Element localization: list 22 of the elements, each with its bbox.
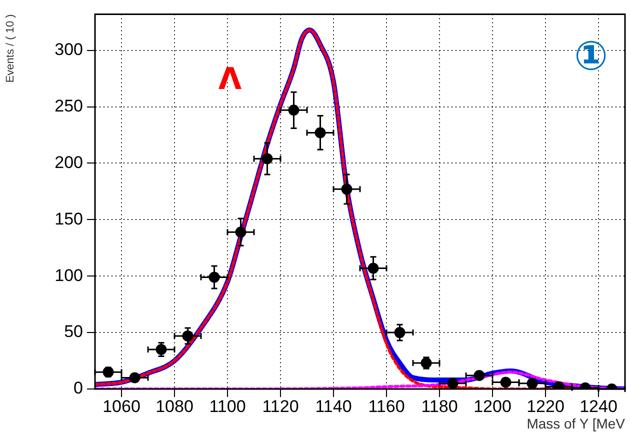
x-tick-label: 1180	[421, 396, 458, 416]
y-tick-label: 50	[64, 322, 83, 342]
annotation: Λ	[218, 62, 242, 97]
x-tick-label: 1200	[474, 396, 512, 416]
x-tick-label: 1160	[368, 396, 405, 416]
y-tick-label: 250	[54, 96, 83, 116]
y-tick-label: 0	[74, 378, 83, 398]
x-tick-label: 1120	[262, 396, 299, 416]
y-tick-label: 200	[54, 152, 83, 172]
line-series	[95, 370, 625, 389]
x-axis-title: Mass of Y [MeV	[526, 415, 626, 432]
x-tick-label: 1140	[315, 396, 352, 416]
y-tick-label: 300	[54, 40, 83, 60]
x-tick-label: 1080	[156, 396, 194, 416]
x-tick-label: 1060	[102, 396, 140, 416]
y-tick-label: 150	[54, 209, 83, 228]
y-tick-label: 100	[54, 266, 83, 285]
x-tick-label: 1220	[526, 396, 564, 416]
annotation: ①	[574, 34, 608, 80]
x-tick-label: 1100	[209, 396, 246, 416]
x-tick-label: 1240	[580, 396, 618, 416]
y-axis-title: Events / ( 10 )	[4, 14, 17, 83]
